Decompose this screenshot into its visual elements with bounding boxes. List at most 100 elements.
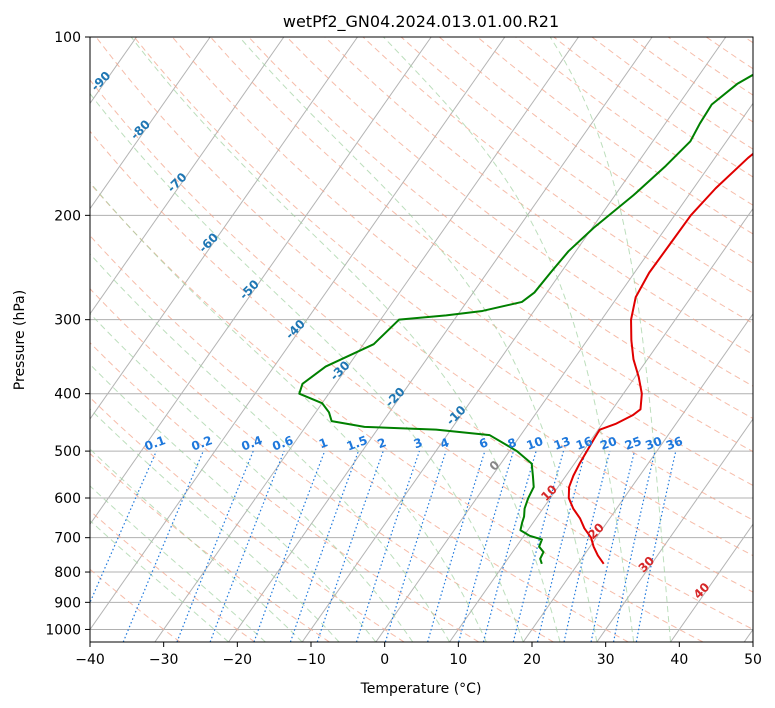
dry-adiabat-line: [90, 510, 256, 642]
y-tick-label: 300: [54, 313, 81, 329]
moist-adiabat-line: [130, 37, 561, 642]
mixing-ratio-line: [122, 450, 204, 642]
y-tick-label: 900: [54, 595, 81, 611]
mixing-ratio-label: 1.5: [345, 433, 370, 453]
mixing-ratio-label: 20: [598, 434, 618, 453]
mixing-ratio-line: [536, 450, 587, 642]
mixing-ratio-line: [253, 450, 326, 642]
moist-adiabat-line: [90, 448, 303, 642]
dry-adiabat-line: [400, 37, 753, 294]
isotherm-line: [449, 207, 753, 642]
x-tick-label: 50: [744, 652, 762, 668]
mixing-ratio-label: 36: [664, 434, 684, 453]
line-labels: 0.10.20.40.611.52346810131620253036-100-…: [90, 68, 712, 601]
dry-adiabat-line: [210, 37, 753, 453]
isotherm-line: [90, 37, 285, 315]
mixing-ratio-label: 16: [574, 434, 594, 453]
dry-adiabat-line: [248, 37, 753, 420]
dry-adiabat-line: [133, 37, 753, 521]
y-tick-label: 400: [54, 387, 81, 403]
isotherm-line: [90, 37, 432, 526]
dry-adiabat-line: [95, 37, 753, 557]
isotherm-line: [90, 37, 358, 420]
isotherm-line: [522, 312, 753, 642]
mixing-ratio-line: [427, 450, 486, 642]
mixing-ratio-line: [384, 450, 447, 642]
dry-adiabat-line: [90, 130, 753, 631]
moist-adiabat-line: [90, 253, 450, 642]
dry-adiabats: [90, 37, 753, 642]
mixing-ratio-line: [458, 450, 514, 642]
dry-adiabat-line: [90, 182, 704, 642]
mixing-ratio-line: [209, 450, 285, 642]
moist-adiabat-line: [549, 37, 672, 642]
mixing-ratio-line: [355, 450, 420, 642]
x-tick-label: 0: [380, 652, 389, 668]
mixing-ratio-line: [176, 450, 254, 642]
x-tick-label: −20: [223, 652, 253, 668]
moist-adiabat-line: [90, 519, 229, 642]
isotherm-line: [301, 37, 727, 642]
isotherm-line: [596, 418, 753, 642]
isotherm-line: [154, 37, 579, 642]
mixing-ratio-line: [512, 450, 565, 642]
isotherm-line: [375, 102, 753, 642]
y-axis-title: Pressure (hPa): [12, 290, 28, 390]
dry-adiabat-line: [90, 288, 554, 642]
y-tick-label: 700: [54, 531, 81, 547]
mixing-ratio-line: [482, 450, 537, 642]
dry-adiabat-line: [90, 341, 480, 642]
moist-adiabat-line: [90, 312, 414, 642]
x-tick-label: 40: [670, 652, 688, 668]
moist-adiabat-line: [90, 485, 266, 642]
x-axis-title: Temperature (°C): [360, 681, 482, 697]
mixing-ratio-line: [563, 450, 611, 642]
y-tick-label: 100: [54, 30, 81, 46]
sounding-series: [298, 73, 753, 565]
isotherm-line: [670, 523, 753, 642]
pressure-gridlines: [90, 37, 753, 630]
y-tick-label: 200: [54, 208, 81, 224]
dry-adiabat-line: [286, 37, 753, 387]
x-tick-label: −40: [75, 652, 105, 668]
mixing-ratio-label: 0.2: [190, 433, 215, 453]
y-tick-label: 600: [54, 491, 81, 507]
mixing-ratio-label: 13: [552, 434, 572, 453]
moist-adiabats: [90, 37, 672, 642]
x-axis-ticks: −40 −30 −20 −10 0 10 20 30 40 50: [75, 642, 762, 668]
mixing-ratio-label: 30: [643, 434, 663, 453]
x-tick-label: 20: [523, 652, 541, 668]
temperature-profile-line: [567, 152, 753, 565]
dry-adiabat-line: [90, 79, 753, 593]
mixing-ratio-label: 0.6: [270, 433, 295, 453]
plot-area: 0.10.20.40.611.52346810131620253036-100-…: [90, 37, 753, 642]
dry-adiabat-line: [90, 234, 629, 642]
mixing-ratio-label: 0.1: [143, 433, 168, 453]
plot-frame: [89, 36, 754, 643]
moist-adiabat-line: [238, 37, 598, 642]
x-tick-label: −10: [296, 652, 326, 668]
y-axis-ticks: 100 200 300 400 500 600 700 800 900 1000: [45, 30, 90, 638]
y-tick-label: 1000: [45, 622, 81, 638]
mixing-ratio-label: 10: [525, 434, 545, 453]
mixing-ratio-label: 0.4: [240, 433, 265, 453]
mixing-ratio-line: [90, 450, 157, 604]
moist-adiabat-line: [90, 363, 377, 642]
mixing-ratio-line: [316, 450, 384, 642]
y-tick-label: 500: [54, 444, 81, 460]
moist-adiabat-line: [383, 37, 635, 642]
mixing-ratio-line: [289, 450, 359, 642]
isotherm-line: [90, 37, 211, 210]
x-tick-label: −30: [149, 652, 179, 668]
moist-adiabat-line: [90, 92, 524, 642]
mixing-ratio-label: 25: [623, 434, 643, 453]
mixing-ratio-lines: [90, 450, 677, 642]
isotherm-line: [228, 37, 653, 642]
dry-adiabat-line: [90, 396, 405, 642]
y-tick-label: 800: [54, 565, 81, 581]
chart-title: wetPf2_GN04.2024.013.01.00.R21: [283, 12, 559, 32]
moist-adiabat-line: [90, 181, 487, 642]
x-tick-label: 30: [597, 652, 615, 668]
